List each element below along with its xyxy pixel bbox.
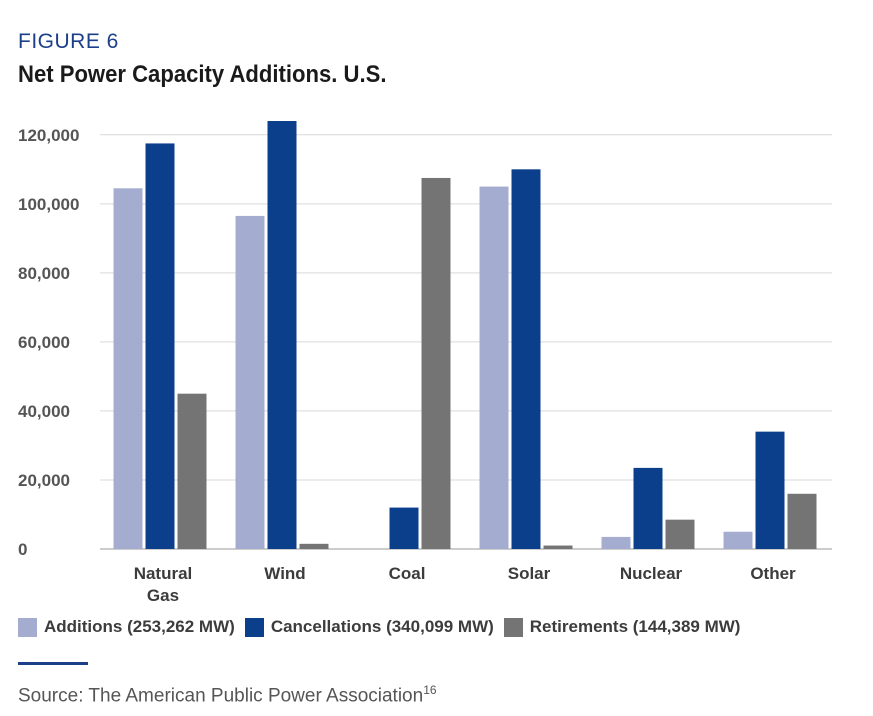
source-divider [18,662,88,665]
legend-swatch-cancellations [244,617,264,637]
bar [421,177,451,550]
y-tick-label: 0 [18,540,27,559]
x-tick-label: Coal [389,564,426,583]
bar [755,431,785,549]
source-footnote: 16 [423,683,437,697]
y-tick-label: 120,000 [18,126,79,145]
x-tick-label: Solar [508,564,551,583]
bar [723,531,753,549]
x-tick-label: Wind [264,564,305,583]
bar [235,215,265,549]
legend-item-retirements: Retirements (144,389 MW) [503,617,741,637]
bar [479,186,509,550]
source-text: Source: The American Public Power Associ… [18,685,424,707]
legend-label-retirements: Retirements (144,389 MW) [529,617,741,636]
bar [299,543,329,549]
bar [601,536,631,549]
x-tick-label: Other [750,564,796,583]
figure-label: FIGURE 6 [18,30,119,53]
chart-legend: Additions (253,262 MW) Cancellations (34… [18,617,750,637]
legend-label-additions: Additions (253,262 MW) [44,617,235,636]
bar [113,188,143,549]
x-tick-label: Nuclear [620,564,683,583]
x-tick-label: Natural [134,564,193,583]
source-note: Source: The American Public Power Associ… [18,683,437,707]
chart-title: Net Power Capacity Additions. U.S. [18,61,387,88]
legend-label-cancellations: Cancellations (340,099 MW) [270,617,494,636]
bar [145,143,175,549]
legend-item-cancellations: Cancellations (340,099 MW) [244,617,494,637]
bar [177,393,207,549]
bar [665,519,695,549]
legend-item-additions: Additions (253,262 MW) [18,617,235,637]
y-tick-label: 60,000 [18,333,70,352]
legend-swatch-additions [18,617,37,637]
bar [633,467,663,549]
bar [389,507,419,549]
y-tick-label: 80,000 [18,264,70,283]
y-tick-label: 100,000 [18,195,79,214]
bar [267,121,297,549]
x-tick-label: Gas [147,586,179,605]
bar [511,169,541,549]
bar-chart: 0 20,000 40,000 60,000 80,000 100,000 120,000 N… [18,121,832,605]
bar [543,545,573,549]
y-tick-label: 40,000 [18,402,70,421]
bar [787,493,817,549]
y-tick-label: 20,000 [18,471,70,490]
legend-swatch-retirements [503,617,523,637]
